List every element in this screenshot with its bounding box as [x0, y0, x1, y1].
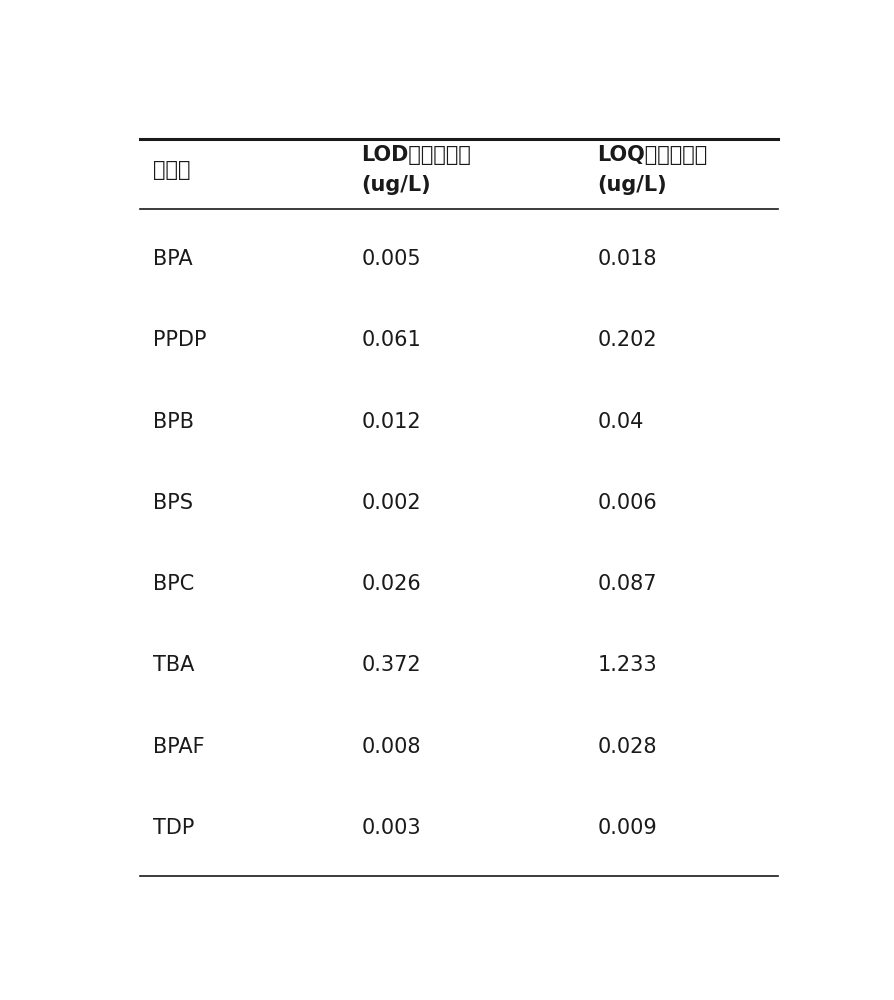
Text: 0.005: 0.005 — [361, 249, 421, 269]
Text: BPAF: BPAF — [154, 737, 205, 757]
Text: 0.002: 0.002 — [361, 493, 421, 513]
Text: TBA: TBA — [154, 655, 195, 675]
Text: 0.061: 0.061 — [361, 330, 421, 350]
Text: BPS: BPS — [154, 493, 193, 513]
Text: 0.006: 0.006 — [597, 493, 656, 513]
Text: TDP: TDP — [154, 818, 195, 838]
Text: LOD（检出限）: LOD（检出限） — [361, 145, 471, 165]
Text: 0.018: 0.018 — [597, 249, 656, 269]
Text: (ug/L): (ug/L) — [597, 175, 666, 195]
Text: 1.233: 1.233 — [597, 655, 656, 675]
Text: PPDP: PPDP — [154, 330, 207, 350]
Text: 0.087: 0.087 — [597, 574, 656, 594]
Text: 目标物: 目标物 — [154, 160, 190, 180]
Text: 0.04: 0.04 — [597, 412, 643, 432]
Text: BPB: BPB — [154, 412, 194, 432]
Text: 0.202: 0.202 — [597, 330, 656, 350]
Text: 0.009: 0.009 — [597, 818, 656, 838]
Text: 0.003: 0.003 — [361, 818, 421, 838]
Text: 0.028: 0.028 — [597, 737, 656, 757]
Text: (ug/L): (ug/L) — [361, 175, 431, 195]
Text: BPC: BPC — [154, 574, 195, 594]
Text: LOQ（定量限）: LOQ（定量限） — [597, 145, 707, 165]
Text: 0.008: 0.008 — [361, 737, 420, 757]
Text: 0.372: 0.372 — [361, 655, 421, 675]
Text: 0.012: 0.012 — [361, 412, 421, 432]
Text: 0.026: 0.026 — [361, 574, 421, 594]
Text: BPA: BPA — [154, 249, 193, 269]
